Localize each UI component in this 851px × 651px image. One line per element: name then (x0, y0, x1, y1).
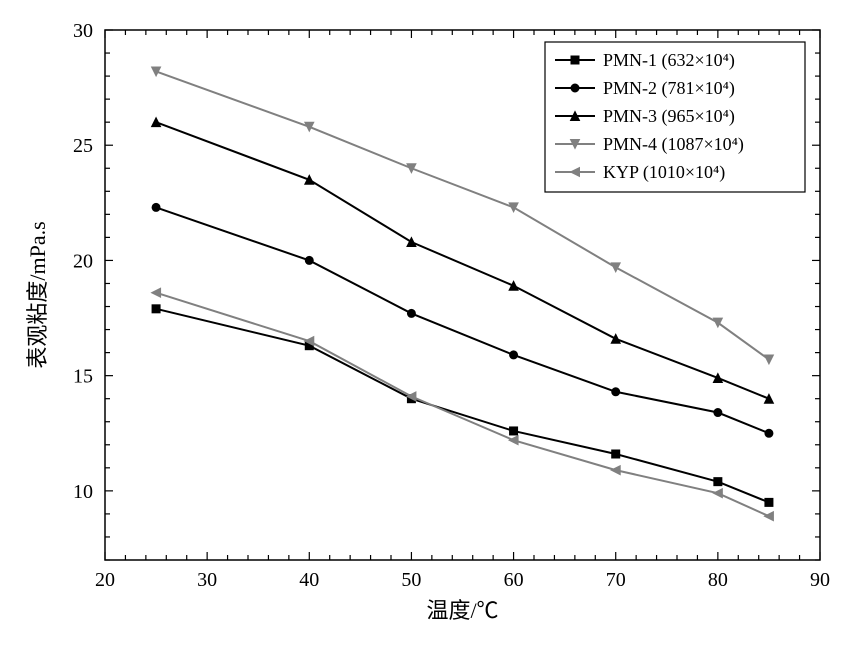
svg-text:70: 70 (606, 569, 626, 591)
svg-text:60: 60 (504, 569, 524, 591)
svg-text:15: 15 (73, 366, 93, 388)
svg-text:90: 90 (810, 569, 830, 591)
svg-text:表观粘度/mPa.s: 表观粘度/mPa.s (25, 221, 50, 368)
svg-text:10: 10 (73, 481, 93, 503)
svg-text:40: 40 (299, 569, 319, 591)
svg-text:PMN-3 (965×10⁴): PMN-3 (965×10⁴) (603, 106, 735, 127)
svg-text:25: 25 (73, 135, 93, 157)
svg-text:30: 30 (73, 20, 93, 42)
svg-text:50: 50 (401, 569, 421, 591)
chart-container: 20 30 40 50 60 70 80 90 10 15 20 25 30 温度/℃ 表观粘度/mPa.s… (0, 0, 851, 651)
svg-text:温度/℃: 温度/℃ (426, 598, 498, 623)
svg-text:KYP (1010×10⁴): KYP (1010×10⁴) (603, 162, 725, 183)
legend: PMN-1 (632×10⁴) PMN-2 (781×10⁴) PMN-3 (965… (545, 42, 805, 192)
svg-text:30: 30 (197, 569, 217, 591)
svg-text:20: 20 (95, 569, 115, 591)
svg-text:20: 20 (73, 250, 93, 272)
svg-text:PMN-2 (781×10⁴): PMN-2 (781×10⁴) (603, 78, 735, 99)
svg-text:PMN-4 (1087×10⁴): PMN-4 (1087×10⁴) (603, 134, 744, 155)
line-chart: 20 30 40 50 60 70 80 90 10 15 20 25 30 温度/℃ 表观粘度/mPa.s… (0, 0, 851, 651)
svg-text:PMN-1 (632×10⁴): PMN-1 (632×10⁴) (603, 50, 735, 71)
svg-text:80: 80 (708, 569, 728, 591)
